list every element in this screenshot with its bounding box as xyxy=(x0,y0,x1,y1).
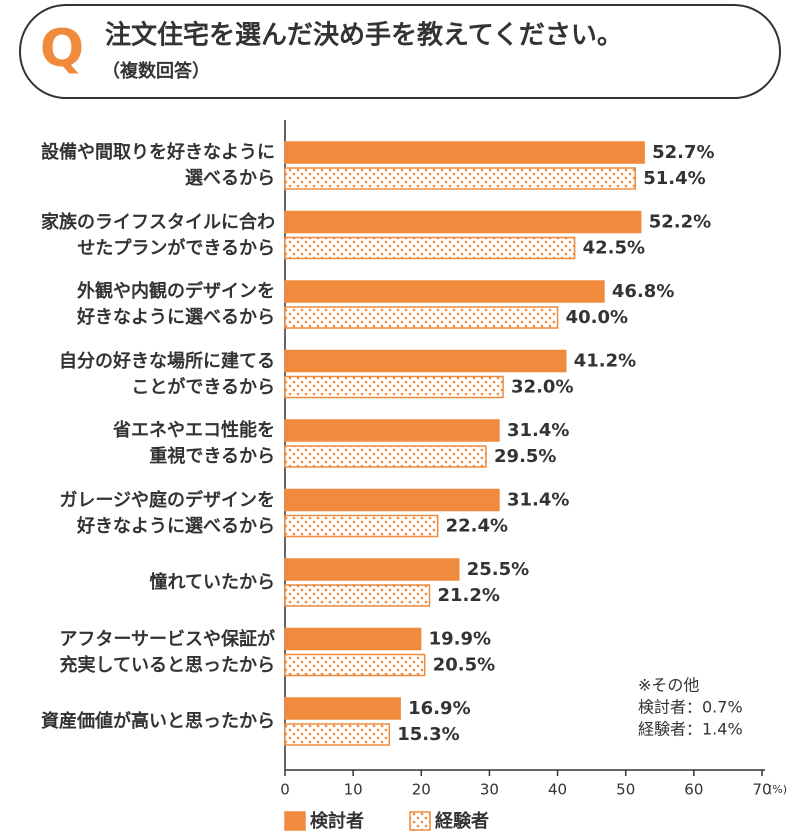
bar xyxy=(284,419,500,442)
subtitle: （複数回答） xyxy=(102,60,210,82)
value-label: 21.2% xyxy=(437,585,499,606)
category-label: 設備や間取りを好きなように 選べるから xyxy=(41,141,275,189)
bar xyxy=(284,349,567,373)
category-label: 家族のライフスタイルに合わ せたプランができるから xyxy=(41,211,275,259)
bar xyxy=(284,584,431,607)
bar xyxy=(284,306,559,329)
category-label: 資産価値が高いと思ったから xyxy=(41,710,275,732)
value-label: 29.5% xyxy=(494,446,556,467)
value-label: 42.5% xyxy=(583,238,645,259)
badge: Q xyxy=(40,19,84,79)
value-label: 22.4% xyxy=(446,516,508,537)
value-label: 51.4% xyxy=(643,168,705,189)
x-tick-label: 20 xyxy=(412,781,431,799)
x-tick-label: 10 xyxy=(344,781,363,799)
category-label: 憧れていたから xyxy=(149,571,275,593)
value-label: 20.5% xyxy=(433,655,495,676)
x-tick-label: 40 xyxy=(548,781,567,799)
bar xyxy=(284,488,500,512)
value-label: 46.8% xyxy=(612,281,674,302)
bar xyxy=(284,167,637,190)
value-label: 25.5% xyxy=(467,559,529,580)
bar xyxy=(284,280,605,303)
category-label: 自分の好きな場所に建てる ことができるから xyxy=(59,350,275,398)
header-box xyxy=(19,4,781,99)
value-label: 40.0% xyxy=(566,307,628,328)
value-label: 31.4% xyxy=(507,490,569,511)
bar xyxy=(284,653,426,677)
x-tick-label: 0 xyxy=(280,781,290,799)
value-label: 15.3% xyxy=(397,724,459,745)
bar xyxy=(284,558,460,581)
bar xyxy=(284,210,642,234)
value-label: 52.7% xyxy=(652,142,714,163)
annotation: 経験者：1.4% xyxy=(638,720,743,739)
bar xyxy=(284,514,439,538)
legend-label: 経験者 xyxy=(435,810,489,832)
bar xyxy=(284,375,504,399)
value-label: 41.2% xyxy=(574,351,636,372)
x-axis-label: (%) xyxy=(768,783,787,796)
value-label: 52.2% xyxy=(649,212,711,233)
legend-swatch xyxy=(284,811,306,831)
x-tick-label: 30 xyxy=(480,781,499,799)
value-label: 31.4% xyxy=(507,420,569,441)
bar xyxy=(284,723,391,746)
x-tick-label: 50 xyxy=(616,781,635,799)
value-label: 16.9% xyxy=(408,698,470,719)
bar xyxy=(284,697,401,720)
category-label: 省エネやエコ性能を 重視できるから xyxy=(113,419,275,467)
value-label: 19.9% xyxy=(429,629,491,650)
x-tick-label: 70 xyxy=(752,781,771,799)
category-label: ガレージや庭のデザインを 好きなように選べるから xyxy=(59,489,275,537)
legend-label: 検討者 xyxy=(310,810,364,832)
category-label: アフターサービスや保証が 充実していると思ったから xyxy=(59,628,275,676)
bar xyxy=(284,141,645,164)
value-label: 32.0% xyxy=(511,377,573,398)
annotation: ※その他 xyxy=(638,676,699,695)
x-tick-label: 60 xyxy=(684,781,703,799)
title: 注文住宅を選んだ決め手を教えてください。 xyxy=(105,20,623,51)
annotation: 検討者：0.7% xyxy=(638,698,743,717)
bar xyxy=(284,627,422,651)
bar xyxy=(284,445,487,468)
legend-swatch xyxy=(409,811,431,831)
bar xyxy=(284,236,576,260)
category-label: 外観や内観のデザインを 好きなように選べるから xyxy=(77,280,275,328)
